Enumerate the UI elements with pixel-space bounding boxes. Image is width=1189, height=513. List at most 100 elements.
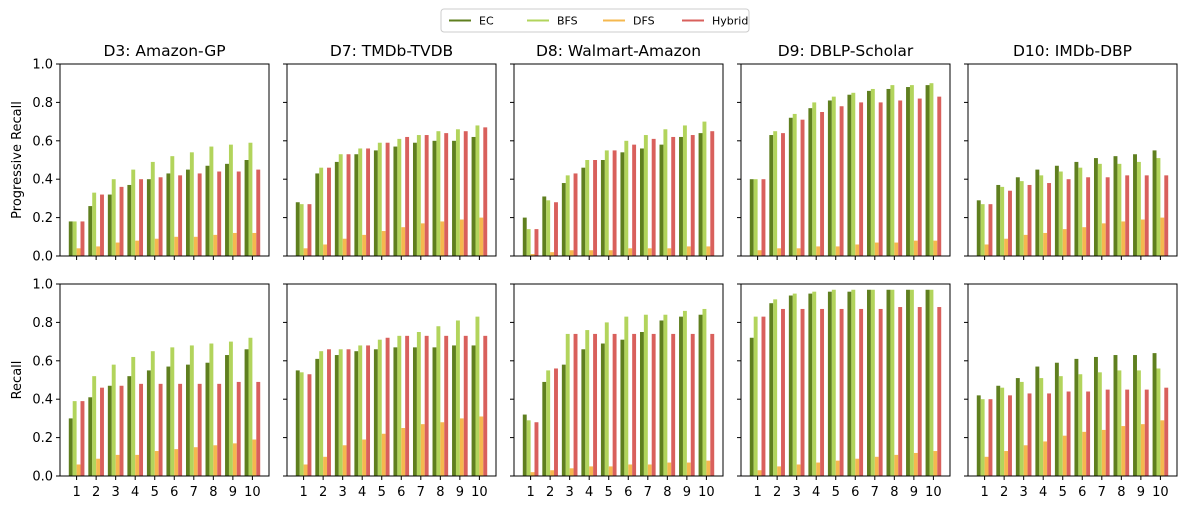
bar-bfs [436,326,441,476]
bar-bfs [1000,186,1005,256]
x-tick-label: 7 [1098,485,1106,500]
bar-dfs [757,250,762,256]
bar-hybrid [554,202,558,256]
bar-bfs [209,343,214,476]
bar-ec [127,184,132,256]
x-tick-label: 4 [358,485,366,500]
bar-bfs [358,148,363,256]
bar-bfs [1039,378,1044,476]
bar-hybrid [554,368,558,476]
bar-dfs [933,451,938,476]
bar-bfs [890,85,895,257]
x-tick-label: 3 [1020,485,1028,500]
bar-hybrid [307,374,312,476]
bar-dfs [1023,234,1028,256]
x-tick-label: 9 [229,485,237,500]
x-tick-label: 4 [812,485,820,500]
bar-dfs [874,242,879,256]
bar-ec [866,90,871,256]
legend-label-hybrid: Hybrid [712,15,748,28]
bar-bfs [189,152,194,256]
bar-hybrid [236,171,241,256]
bar-ec [827,100,832,256]
bar-bfs [663,314,668,476]
bar-dfs [1043,232,1048,256]
bar-hybrid [405,335,410,476]
bar-hybrid [1047,183,1052,256]
bar-hybrid [988,204,993,256]
bar-bfs [475,125,480,256]
bar-ec [827,291,832,476]
bar-ec [906,87,910,256]
bar-ec [886,88,891,257]
bar-ec [620,339,625,476]
bar-ec [1093,356,1098,476]
bar-hybrid [1066,391,1071,476]
bar-hybrid [1105,177,1110,256]
bar-bfs [663,129,668,256]
bar-bfs [455,129,460,256]
bar-ec [88,397,93,476]
bar-hybrid [1008,190,1012,256]
bar-dfs [420,223,425,256]
x-tick-label: 8 [1117,485,1125,500]
bar-hybrid [1008,395,1012,476]
bar-bfs [851,92,856,256]
y-tick-label: 0.6 [32,354,53,369]
bar-ec [452,345,456,476]
bar-ec [1074,161,1079,256]
bar-ec [295,202,300,256]
bar-ec [412,347,417,476]
bar-bfs [1136,161,1141,256]
bar-dfs [647,248,652,256]
x-tick-label: 3 [793,485,801,500]
bar-dfs [440,221,445,256]
bar-dfs [440,422,445,476]
bar-bfs [812,291,817,476]
bar-dfs [252,439,257,476]
bar-hybrid [534,229,539,256]
bar-bfs [170,156,175,256]
bar-dfs [154,238,159,256]
bar-ec [373,150,378,256]
bar-ec [244,160,249,256]
bar-hybrid [463,131,468,256]
bar-dfs [303,464,308,476]
bar-dfs [647,464,652,476]
bar-dfs [1160,420,1165,476]
legend-frame [440,8,750,33]
bar-dfs [401,227,406,256]
bar-dfs [115,454,120,476]
bar-hybrid [1125,175,1130,256]
bar-bfs [248,337,253,476]
bar-dfs [135,454,140,476]
bar-hybrid [366,148,371,256]
bar-hybrid [1105,389,1110,476]
bar-hybrid [424,135,429,256]
bar-dfs [894,242,899,256]
bar-ec [205,165,210,256]
panel-title: D9: DBLP-Scholar [778,42,914,60]
bar-dfs [874,456,879,476]
panel-r1-c1: 1 2 3 4 5 6 7 8 9 10 [283,283,497,500]
bar-hybrid [424,335,429,476]
bar-hybrid [385,337,390,476]
y-tick-label: 0.2 [32,211,53,226]
y-tick-label: 0.4 [32,173,53,188]
bar-ec [107,385,112,476]
bar-dfs [569,468,574,476]
bar-ec [1133,355,1137,476]
x-tick-label: 10 [698,485,715,500]
bar-hybrid [820,112,825,256]
bar-dfs [193,236,198,256]
bar-ec [1152,150,1157,256]
bar-hybrid [1144,175,1149,256]
x-tick-label: 2 [319,485,327,500]
bar-bfs [189,345,194,476]
bar-bfs [546,370,551,476]
bar-dfs [342,445,347,476]
bar-bfs [131,356,136,476]
bar-ec [769,135,774,256]
panel-r0-c0: D3: Amazon-GP 0.0 0.2 0.4 0.6 0.8 1.0 Progressi… [10,42,270,265]
